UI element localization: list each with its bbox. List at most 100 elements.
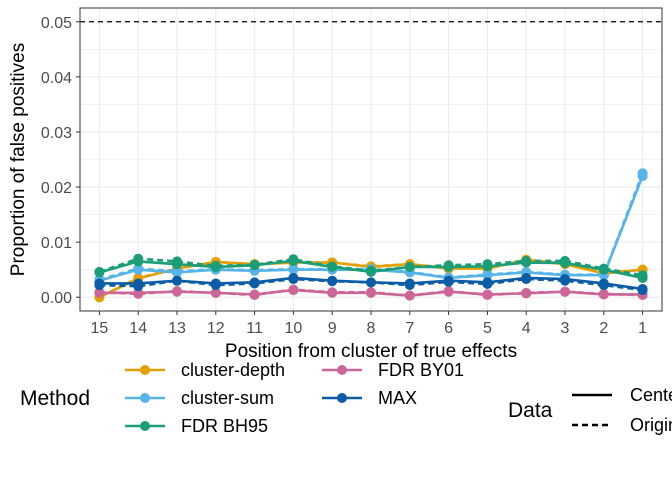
series-max-original xyxy=(94,274,648,296)
legend-method-title: Method xyxy=(20,387,90,410)
data-point xyxy=(327,287,338,298)
legend-item-cluster-depth: cluster-depth xyxy=(125,360,285,380)
legend-item-label: cluster-sum xyxy=(181,388,274,408)
legend-key-point xyxy=(140,393,150,403)
x-tick-label: 14 xyxy=(129,320,147,337)
legend-item-label: cluster-depth xyxy=(181,360,285,380)
legend-item-max: MAX xyxy=(322,388,417,408)
data-point xyxy=(521,274,532,285)
data-point xyxy=(482,290,493,301)
data-point xyxy=(443,286,454,297)
data-point xyxy=(94,280,105,291)
legend-item-label: FDR BH95 xyxy=(181,416,268,436)
x-tick-label: 4 xyxy=(522,320,531,337)
x-tick-label: 7 xyxy=(405,320,414,337)
data-point xyxy=(366,287,376,298)
legend: Method cluster-depth cluster-sum FDR BH95 FD… xyxy=(20,360,672,436)
data-point xyxy=(288,264,299,275)
y-axis-label: Proportion of false positives xyxy=(8,43,29,276)
legend-item-fdr-bh95: FDR BH95 xyxy=(125,416,268,436)
data-point xyxy=(598,280,609,291)
data-point xyxy=(94,266,105,277)
data-point xyxy=(598,263,609,274)
data-point xyxy=(637,270,648,281)
series-fdr-bh95-original xyxy=(94,253,648,281)
legend-key-point xyxy=(140,365,150,375)
data-point xyxy=(249,259,260,270)
data-point xyxy=(443,276,454,287)
data-point xyxy=(521,255,532,266)
data-point xyxy=(172,286,182,297)
x-tick-label: 12 xyxy=(207,320,225,337)
data-point xyxy=(404,280,415,291)
data-point xyxy=(521,287,532,298)
x-tick-label: 11 xyxy=(246,320,263,337)
data-point xyxy=(133,263,144,274)
data-point xyxy=(210,287,221,298)
x-tick-label: 1 xyxy=(638,320,647,337)
x-tick-label: 10 xyxy=(285,320,303,337)
legend-item-label: Original xyxy=(630,415,672,435)
legend-item-original: Original xyxy=(572,415,672,435)
data-point xyxy=(560,286,570,297)
y-tick-label: 0.00 xyxy=(41,290,72,307)
data-point xyxy=(288,284,299,295)
data-point xyxy=(482,269,493,280)
y-tick-label: 0.02 xyxy=(41,180,72,197)
data-point xyxy=(560,275,570,286)
legend-item-cluster-sum: cluster-sum xyxy=(125,388,274,408)
data-point xyxy=(133,281,144,292)
data-point xyxy=(288,274,299,285)
data-point xyxy=(366,265,376,276)
data-point xyxy=(210,280,221,291)
data-point xyxy=(133,288,144,299)
legend-key-point xyxy=(337,365,347,375)
legend-item-fdr-by01: FDR BY01 xyxy=(322,360,464,380)
legend-key-point xyxy=(337,393,347,403)
legend-item-label: FDR BY01 xyxy=(378,360,464,380)
x-tick-label: 15 xyxy=(91,320,109,337)
legend-item-label: Centered xyxy=(630,385,672,405)
data-point xyxy=(172,266,182,277)
y-tick-label: 0.05 xyxy=(41,15,72,32)
data-point xyxy=(443,260,454,271)
y-tick-label: 0.04 xyxy=(41,70,72,87)
data-point xyxy=(327,261,338,272)
series-fdr-by01-original xyxy=(94,284,648,301)
data-point xyxy=(482,259,493,270)
data-point xyxy=(172,256,182,267)
x-tick-label: 5 xyxy=(483,320,492,337)
data-point xyxy=(249,290,260,301)
legend-key-point xyxy=(140,421,150,431)
legend-item-label: MAX xyxy=(378,388,417,408)
x-tick-label: 6 xyxy=(444,320,453,337)
data-point xyxy=(172,275,182,286)
y-tick-label: 0.03 xyxy=(41,125,72,142)
data-point xyxy=(404,290,415,301)
data-point xyxy=(288,254,299,265)
x-tick-label: 9 xyxy=(328,320,337,337)
data-point xyxy=(482,279,493,290)
x-tick-label: 3 xyxy=(561,320,570,337)
data-point xyxy=(404,261,415,272)
data-point xyxy=(598,288,609,299)
series-layer xyxy=(94,168,648,303)
data-point xyxy=(327,276,338,287)
data-point xyxy=(560,255,570,266)
x-tick-label: 13 xyxy=(168,320,186,337)
data-point xyxy=(133,253,144,264)
data-point xyxy=(637,285,648,296)
x-axis-label: Position from cluster of true effects xyxy=(225,341,517,362)
data-point xyxy=(366,277,376,288)
data-point xyxy=(94,287,105,298)
data-point xyxy=(210,260,221,271)
data-point xyxy=(637,168,648,179)
data-point xyxy=(249,278,260,289)
x-tick-label: 2 xyxy=(599,320,608,337)
legend-item-centered: Centered xyxy=(572,385,672,405)
x-tick-label: 8 xyxy=(367,320,376,337)
legend-data-title: Data xyxy=(508,399,553,422)
y-tick-label: 0.01 xyxy=(41,235,72,252)
